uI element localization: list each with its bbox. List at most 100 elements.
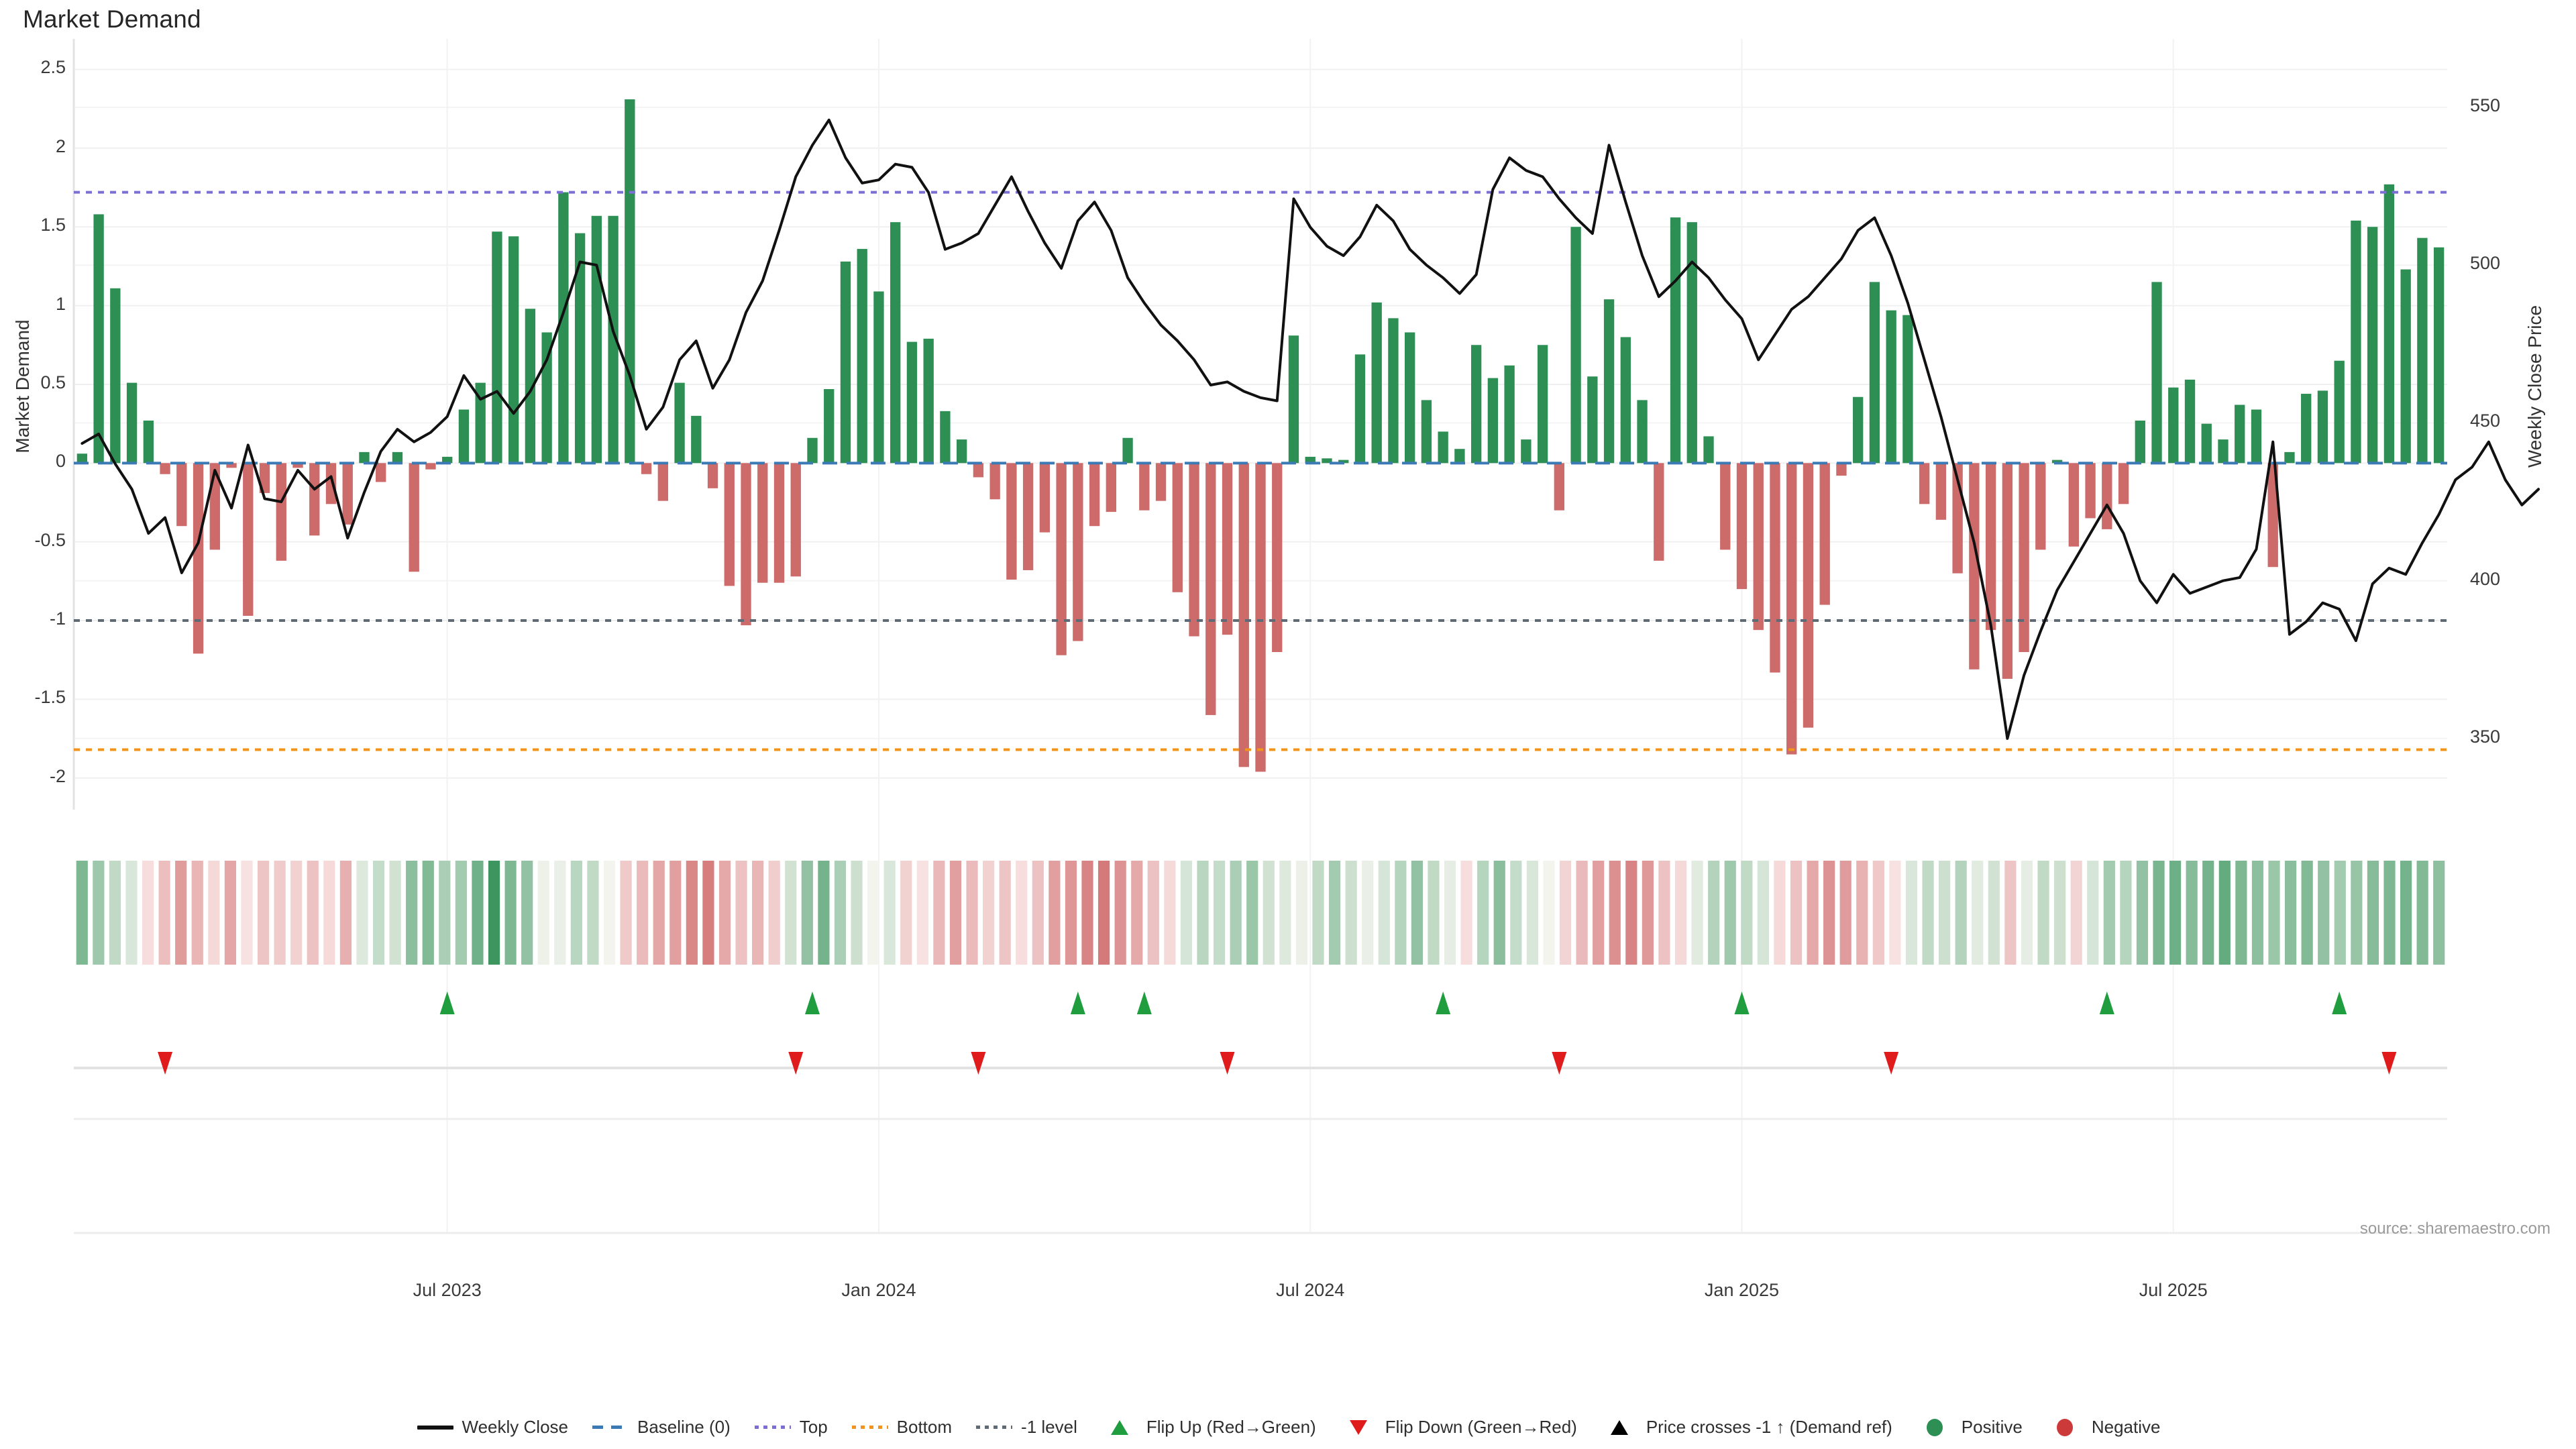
demand-bar-positive — [1570, 227, 1581, 464]
legend-item-label: Negative — [2091, 1417, 2161, 1437]
demand-bar-negative — [325, 463, 337, 504]
heatmap-cell — [554, 861, 566, 965]
legend-item-minus-one-level[interactable]: -1 level — [975, 1417, 1077, 1438]
heatmap-cell — [1411, 861, 1424, 965]
heatmap-cell — [587, 861, 599, 965]
demand-bar-negative — [1238, 463, 1249, 767]
heatmap-cell — [93, 861, 105, 965]
demand-bar-negative — [2118, 463, 2129, 504]
demand-bar-negative — [409, 463, 419, 572]
line-icon — [416, 1419, 455, 1436]
heatmap-cell — [1114, 861, 1126, 965]
legend-item-label: Baseline (0) — [637, 1417, 731, 1437]
demand-bar-negative — [1222, 463, 1233, 635]
demand-bar-positive — [1587, 376, 1598, 464]
demand-bar-negative — [657, 463, 668, 501]
heatmap-cell — [1328, 861, 1341, 965]
demand-bar-negative — [1736, 463, 1748, 590]
y-tick-label: -1 — [49, 608, 66, 629]
legend-item-positive[interactable]: Positive — [1915, 1417, 2023, 1438]
heatmap-cell — [966, 861, 978, 965]
demand-bar-negative — [160, 463, 170, 474]
heatmap-cell — [372, 861, 385, 965]
heatmap-cell — [1147, 861, 1159, 965]
legend-item-weekly-close[interactable]: Weekly Close — [416, 1417, 568, 1438]
demand-bar-positive — [1470, 345, 1482, 464]
dotted-line-icon — [975, 1419, 1014, 1436]
legend-item-top[interactable]: Top — [753, 1417, 828, 1438]
legend-item-flip-down[interactable]: Flip Down (Green→Red) — [1339, 1417, 1577, 1438]
heatmap-cell — [290, 861, 303, 965]
demand-bar-negative — [641, 463, 652, 474]
heatmap-cell — [2251, 861, 2264, 965]
demand-bar-negative — [176, 463, 187, 527]
demand-bar-positive — [1886, 310, 1896, 464]
dashed-line-icon — [591, 1419, 630, 1436]
demand-bar-negative — [2002, 463, 2013, 679]
heatmap-cell — [1922, 861, 1934, 965]
heatmap-cell — [818, 861, 830, 965]
heatmap-cell — [1559, 861, 1572, 965]
demand-bar-negative — [2019, 463, 2029, 652]
heatmap-cell — [1263, 861, 1275, 965]
demand-bar-positive — [840, 261, 851, 464]
demand-bar-positive — [1686, 222, 1697, 464]
heatmap-cell — [1856, 861, 1868, 965]
demand-bar-negative — [773, 463, 785, 583]
demand-bar-positive — [359, 451, 370, 464]
heatmap-cell — [2169, 861, 2182, 965]
legend-item-bottom[interactable]: Bottom — [851, 1417, 952, 1438]
demand-bar-positive — [1620, 337, 1631, 464]
heatmap-cell — [2400, 861, 2412, 965]
heatmap-cell — [158, 861, 170, 965]
heatmap-cell — [2202, 861, 2214, 965]
demand-bar-negative — [1786, 463, 1797, 755]
heatmap-cell — [2235, 861, 2247, 965]
legend-item-flip-up[interactable]: Flip Up (Red→Green) — [1100, 1417, 1316, 1438]
demand-bar-negative — [1969, 463, 1980, 669]
y-tick-label: 1.5 — [40, 215, 66, 235]
demand-bar-negative — [757, 463, 768, 583]
heatmap-cell — [142, 861, 154, 965]
legend-item-label: Positive — [1961, 1417, 2023, 1437]
heatmap-cell — [1213, 861, 1226, 965]
heatmap-cell — [1625, 861, 1638, 965]
legend-item-baseline[interactable]: Baseline (0) — [591, 1417, 731, 1438]
heatmap-cell — [323, 861, 335, 965]
demand-bar-negative — [1985, 463, 1996, 631]
triangle-up-icon — [1100, 1419, 1139, 1436]
heatmap-cell — [2021, 861, 2033, 965]
demand-bar-positive — [2218, 439, 2229, 464]
demand-bar-negative — [1189, 463, 1199, 637]
heatmap-cell — [2268, 861, 2280, 965]
heatmap-cell — [1493, 861, 1505, 965]
demand-bar-negative — [2068, 463, 2079, 547]
legend-item-price-cross[interactable]: Price crosses -1 ↑ (Demand ref) — [1600, 1417, 1892, 1438]
demand-bar-negative — [376, 463, 386, 482]
heatmap-cell — [1642, 861, 1654, 965]
heatmap-cell — [1526, 861, 1538, 965]
demand-bar-positive — [458, 409, 470, 464]
heatmap-cell — [1691, 861, 1703, 965]
heatmap-cell — [2070, 861, 2082, 965]
flip-down-marker — [788, 1052, 804, 1075]
demand-bar-positive — [906, 341, 918, 464]
demand-bar-negative — [1056, 463, 1067, 655]
demand-bar-positive — [2051, 460, 2063, 464]
heatmap-cell — [603, 861, 616, 965]
heatmap-cell — [933, 861, 945, 965]
heatmap-cell — [488, 861, 500, 965]
demand-bar-positive — [807, 437, 818, 464]
demand-bar-positive — [558, 192, 569, 464]
demand-bar-negative — [1770, 463, 1780, 673]
x-tick-label: Jul 2024 — [1276, 1280, 1345, 1300]
heatmap-cell — [702, 861, 714, 965]
legend-item-negative[interactable]: Negative — [2045, 1417, 2161, 1438]
demand-bar-positive — [1388, 318, 1399, 464]
heatmap-cell — [1164, 861, 1176, 965]
heatmap-cell — [1593, 861, 1605, 965]
legend-item-label: Top — [799, 1417, 828, 1437]
demand-bar-negative — [2102, 463, 2112, 529]
heatmap-cell — [1180, 861, 1193, 965]
heatmap-cell — [274, 861, 286, 965]
